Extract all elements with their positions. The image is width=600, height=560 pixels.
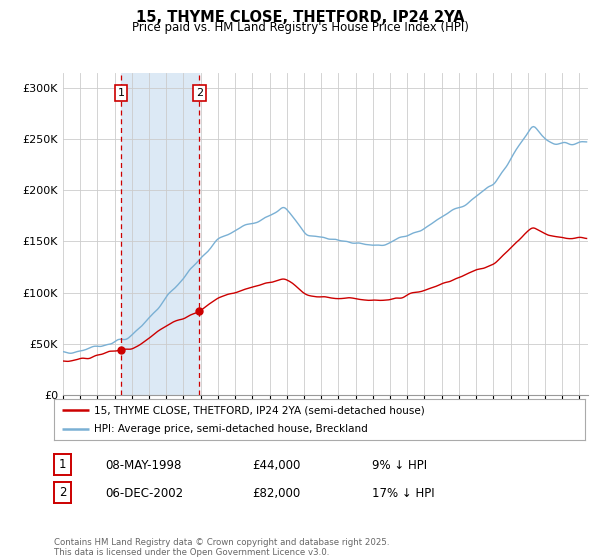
Text: £44,000: £44,000 (252, 459, 301, 473)
Text: 17% ↓ HPI: 17% ↓ HPI (372, 487, 434, 501)
Text: Contains HM Land Registry data © Crown copyright and database right 2025.
This d: Contains HM Land Registry data © Crown c… (54, 538, 389, 557)
Text: 2: 2 (59, 486, 66, 499)
Text: 2: 2 (196, 88, 203, 98)
Text: 08-MAY-1998: 08-MAY-1998 (105, 459, 181, 473)
Text: HPI: Average price, semi-detached house, Breckland: HPI: Average price, semi-detached house,… (94, 424, 368, 433)
Text: 15, THYME CLOSE, THETFORD, IP24 2YA (semi-detached house): 15, THYME CLOSE, THETFORD, IP24 2YA (sem… (94, 405, 425, 415)
Bar (121, 73, 199, 395)
Text: 9% ↓ HPI: 9% ↓ HPI (372, 459, 427, 473)
Text: 1: 1 (59, 458, 66, 471)
Text: £82,000: £82,000 (252, 487, 300, 501)
Text: 15, THYME CLOSE, THETFORD, IP24 2YA: 15, THYME CLOSE, THETFORD, IP24 2YA (136, 10, 464, 25)
Text: 1: 1 (118, 88, 124, 98)
Text: Price paid vs. HM Land Registry's House Price Index (HPI): Price paid vs. HM Land Registry's House … (131, 21, 469, 34)
Text: 06-DEC-2002: 06-DEC-2002 (105, 487, 183, 501)
